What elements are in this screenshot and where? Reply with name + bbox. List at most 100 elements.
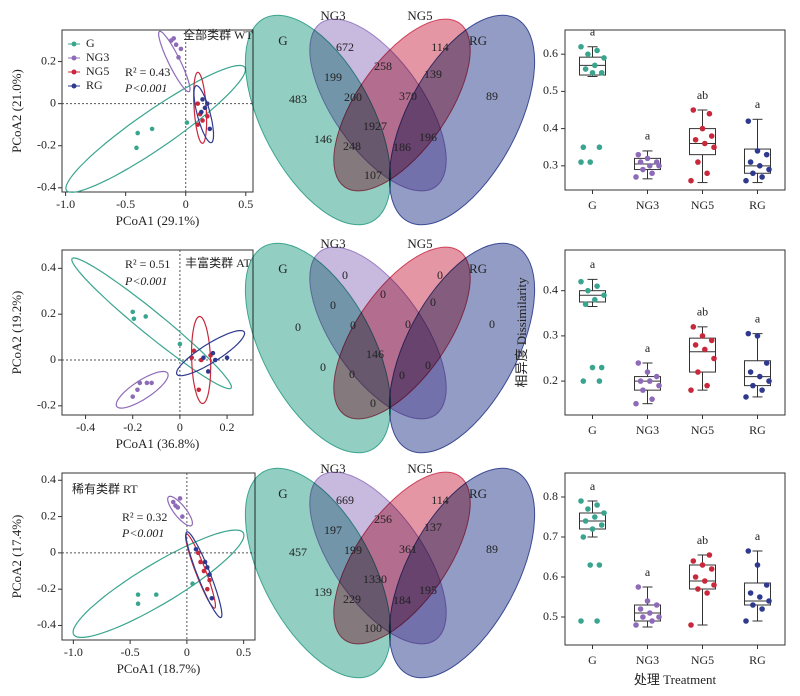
annotation: P<0.001	[124, 274, 167, 288]
set-label: NG5	[407, 8, 432, 23]
x-tick-label: G	[588, 423, 597, 437]
region-count: 186	[393, 140, 411, 154]
point	[195, 122, 201, 127]
significance-letter: a	[590, 257, 596, 271]
region-count: 0	[349, 367, 355, 381]
point	[601, 55, 607, 61]
legend-label: NG5	[86, 64, 109, 78]
point	[585, 287, 591, 294]
y-tick-label: -0.4	[37, 617, 56, 631]
x-tick-label: 0	[183, 197, 189, 211]
x-tick-label: RG	[749, 423, 766, 437]
point	[594, 47, 600, 54]
significance-letter: a	[645, 341, 651, 355]
point	[745, 330, 752, 337]
point	[210, 350, 216, 356]
point	[596, 562, 603, 568]
point	[640, 387, 646, 393]
point	[177, 341, 183, 347]
y-tick-label: 0.3	[543, 328, 558, 342]
x-tick-label: -0.5	[116, 197, 135, 211]
point	[198, 559, 203, 565]
set-label: NG5	[407, 461, 432, 476]
point	[585, 506, 591, 512]
region-count: 0	[295, 320, 301, 334]
point	[199, 109, 204, 115]
point	[635, 151, 642, 158]
y-tick-label: 0.6	[543, 46, 558, 60]
point	[601, 292, 607, 299]
region-count: 197	[324, 523, 342, 537]
y-tick-label: 0.4	[543, 120, 558, 134]
region-count: 1927	[363, 119, 387, 133]
point	[601, 510, 607, 516]
point	[195, 550, 201, 556]
point	[190, 581, 195, 587]
confidence-ellipse	[65, 64, 246, 193]
point	[766, 166, 772, 173]
y-tick-label: 0	[50, 352, 56, 366]
x-tick-label: 0.2	[220, 420, 235, 434]
point	[766, 378, 772, 384]
region-count: 229	[343, 592, 361, 606]
point	[647, 378, 653, 384]
region-count: 137	[424, 520, 442, 534]
point	[589, 526, 596, 532]
point	[201, 568, 207, 574]
point	[592, 296, 598, 303]
point	[207, 572, 212, 577]
point	[644, 598, 651, 604]
point	[196, 387, 202, 393]
point	[706, 110, 713, 117]
point	[699, 125, 706, 132]
point	[176, 55, 181, 60]
point	[759, 387, 765, 393]
set-label: G	[278, 33, 287, 48]
point	[747, 159, 754, 165]
region-count: 0	[425, 358, 431, 372]
y-tick-label: 0.4	[41, 472, 56, 486]
region-count: 184	[393, 593, 411, 607]
y-tick-label: 0.7	[543, 529, 558, 543]
y-axis-label: PCoA2 (19.2%)	[9, 291, 24, 375]
point	[582, 301, 589, 308]
region-count: 370	[399, 89, 417, 103]
annotation: R² = 0.32	[122, 510, 167, 524]
y-tick-label: 0.2	[41, 53, 56, 67]
point	[688, 177, 694, 184]
point	[688, 622, 694, 628]
region-count: 199	[344, 543, 362, 557]
point	[656, 382, 662, 389]
x-tick-label: -1.0	[64, 645, 83, 659]
point	[137, 380, 143, 386]
x-tick-label: NG3	[636, 423, 659, 437]
x-tick-label: NG3	[636, 198, 659, 212]
point	[207, 577, 212, 583]
point	[757, 163, 763, 169]
point	[637, 159, 644, 165]
point	[759, 174, 765, 180]
region-count: 139	[424, 67, 442, 81]
point	[594, 502, 600, 508]
x-tick-label: 0	[177, 420, 183, 434]
point	[708, 566, 715, 572]
x-tick-label: NG5	[691, 653, 714, 667]
region-count: 199	[324, 70, 342, 84]
box	[689, 128, 716, 156]
point	[633, 174, 639, 180]
point	[149, 126, 155, 132]
point	[690, 558, 697, 564]
point	[766, 598, 772, 604]
annotation: P<0.001	[121, 526, 164, 540]
region-count: 107	[364, 168, 382, 182]
point	[637, 378, 644, 384]
point	[578, 43, 584, 50]
point	[589, 364, 596, 371]
point	[589, 69, 596, 76]
point	[745, 548, 752, 554]
region-count: 100	[364, 621, 382, 635]
point	[690, 107, 697, 113]
region-count: 256	[374, 512, 392, 526]
x-tick-label: NG5	[691, 423, 714, 437]
point	[656, 614, 662, 620]
